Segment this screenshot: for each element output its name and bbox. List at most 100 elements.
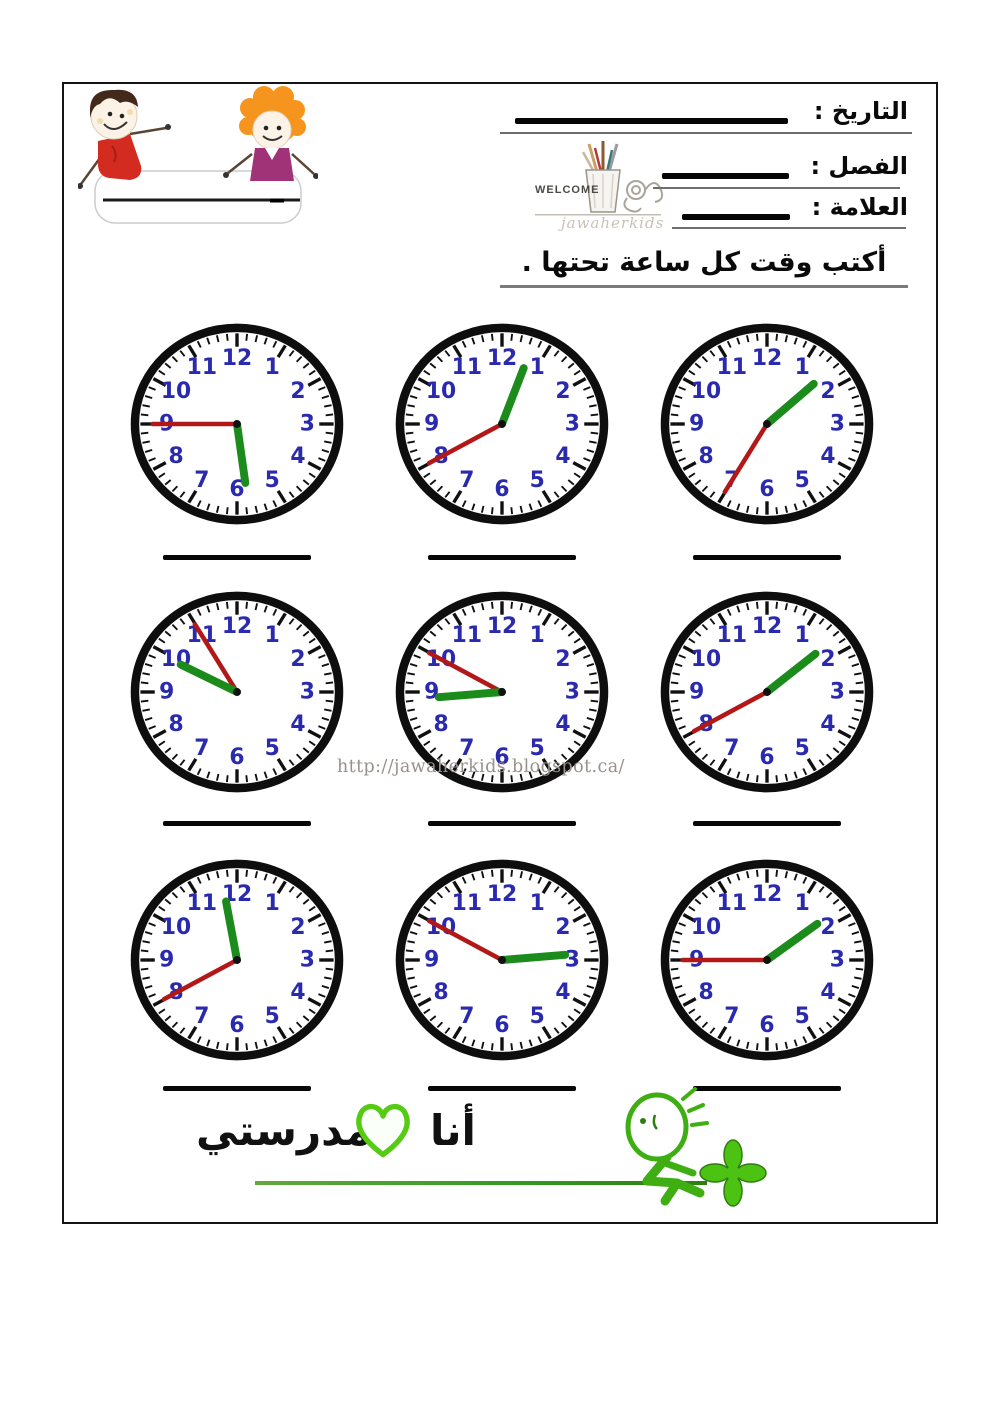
svg-text:10: 10 <box>691 379 721 404</box>
svg-text:1: 1 <box>265 891 280 916</box>
svg-text:2: 2 <box>820 379 835 404</box>
svg-text:6: 6 <box>759 745 774 770</box>
svg-text:12: 12 <box>222 614 252 639</box>
svg-text:8: 8 <box>168 712 183 737</box>
answer-blank-1[interactable] <box>163 555 311 560</box>
svg-text:2: 2 <box>555 379 570 404</box>
svg-text:8: 8 <box>698 980 713 1005</box>
class-blank-line[interactable] <box>662 173 789 179</box>
svg-text:6: 6 <box>759 477 774 502</box>
svg-text:12: 12 <box>222 346 252 371</box>
svg-text:12: 12 <box>487 346 517 371</box>
svg-text:10: 10 <box>691 915 721 940</box>
svg-text:9: 9 <box>424 948 439 973</box>
svg-text:5: 5 <box>795 1004 810 1029</box>
answer-blank-2[interactable] <box>428 555 576 560</box>
footer-word-ana: أنا <box>430 1106 476 1155</box>
svg-text:2: 2 <box>820 915 835 940</box>
svg-text:11: 11 <box>187 891 217 916</box>
clock-2: 123456789101112 <box>388 316 616 532</box>
svg-text:12: 12 <box>752 614 782 639</box>
svg-text:1: 1 <box>530 355 545 380</box>
svg-text:3: 3 <box>300 680 315 705</box>
svg-text:11: 11 <box>452 355 482 380</box>
svg-text:3: 3 <box>565 412 580 437</box>
svg-text:6: 6 <box>494 477 509 502</box>
svg-text:10: 10 <box>691 647 721 672</box>
svg-text:10: 10 <box>161 915 191 940</box>
svg-text:11: 11 <box>717 891 747 916</box>
mark-field-label: العلامة : <box>811 193 908 221</box>
svg-text:7: 7 <box>459 468 474 493</box>
footer-green-line <box>255 1181 707 1185</box>
svg-text:6: 6 <box>494 745 509 770</box>
footer-word-madrasati: مدرستي <box>196 1106 372 1155</box>
name-box[interactable] <box>94 170 302 224</box>
welcome-text: WELCOME <box>535 184 600 196</box>
page-border-frame <box>62 82 938 1224</box>
svg-text:12: 12 <box>487 882 517 907</box>
svg-text:5: 5 <box>265 468 280 493</box>
date-blank-line[interactable] <box>515 118 788 124</box>
svg-text:1: 1 <box>265 355 280 380</box>
answer-blank-4[interactable] <box>163 821 311 826</box>
svg-text:8: 8 <box>433 712 448 737</box>
answer-blank-9[interactable] <box>693 1086 841 1091</box>
svg-text:12: 12 <box>487 614 517 639</box>
svg-text:6: 6 <box>229 477 244 502</box>
class-field-label: الفصل : <box>810 152 908 180</box>
svg-text:1: 1 <box>795 623 810 648</box>
svg-text:10: 10 <box>161 379 191 404</box>
svg-text:9: 9 <box>424 412 439 437</box>
svg-text:4: 4 <box>290 712 305 737</box>
answer-blank-7[interactable] <box>163 1086 311 1091</box>
svg-text:4: 4 <box>820 444 835 469</box>
clock-1: 123456789101112 <box>123 316 351 532</box>
svg-text:11: 11 <box>717 623 747 648</box>
svg-text:9: 9 <box>424 680 439 705</box>
svg-text:12: 12 <box>752 346 782 371</box>
instruction-underline <box>500 285 908 288</box>
svg-text:2: 2 <box>290 647 305 672</box>
svg-text:7: 7 <box>194 736 209 761</box>
svg-text:5: 5 <box>265 1004 280 1029</box>
clock-3: 123456789101112 <box>653 316 881 532</box>
svg-text:7: 7 <box>724 736 739 761</box>
clock-6: 123456789101112 <box>653 584 881 800</box>
svg-text:2: 2 <box>290 915 305 940</box>
svg-text:8: 8 <box>698 444 713 469</box>
svg-text:5: 5 <box>265 736 280 761</box>
mark-blank-line[interactable] <box>682 214 790 220</box>
running-kid-doodle <box>625 1087 767 1207</box>
svg-text:3: 3 <box>300 412 315 437</box>
watermark-text: http://jawaherkids.blogspot.ca/ <box>337 757 625 777</box>
svg-text:5: 5 <box>530 468 545 493</box>
svg-text:9: 9 <box>159 680 174 705</box>
answer-blank-3[interactable] <box>693 555 841 560</box>
svg-text:9: 9 <box>159 948 174 973</box>
svg-text:6: 6 <box>759 1013 774 1038</box>
class-field-underline <box>653 187 900 189</box>
welcome-logo: WELCOME jawaherkids <box>533 138 665 232</box>
svg-text:4: 4 <box>290 444 305 469</box>
answer-blank-5[interactable] <box>428 821 576 826</box>
heart-icon <box>356 1103 410 1158</box>
mark-field-underline <box>672 227 906 229</box>
svg-text:3: 3 <box>300 948 315 973</box>
svg-text:9: 9 <box>689 680 704 705</box>
svg-text:3: 3 <box>565 948 580 973</box>
svg-text:11: 11 <box>187 355 217 380</box>
svg-text:7: 7 <box>194 468 209 493</box>
kids-illustration <box>78 86 318 224</box>
svg-text:2: 2 <box>290 379 305 404</box>
svg-text:2: 2 <box>555 915 570 940</box>
answer-blank-8[interactable] <box>428 1086 576 1091</box>
svg-text:8: 8 <box>433 980 448 1005</box>
answer-blank-6[interactable] <box>693 821 841 826</box>
svg-text:1: 1 <box>795 891 810 916</box>
clock-4: 123456789101112 <box>123 584 351 800</box>
instruction-text: أكتب وقت كل ساعة تحتها . <box>521 247 887 278</box>
clover-icon <box>699 1139 767 1207</box>
svg-text:4: 4 <box>555 980 570 1005</box>
clock-8: 123456789101112 <box>388 852 616 1068</box>
